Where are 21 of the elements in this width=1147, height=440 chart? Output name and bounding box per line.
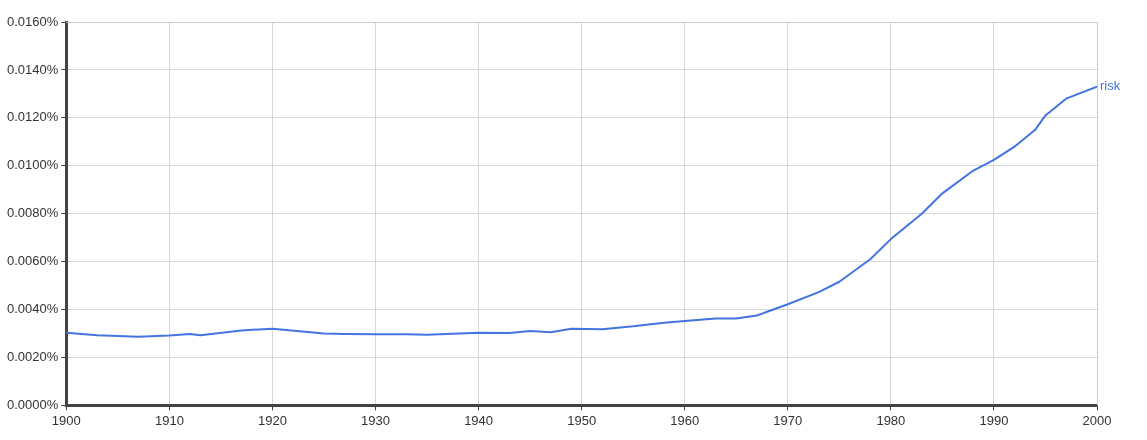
x-tick-label: 1990 bbox=[979, 412, 1009, 428]
y-tick-label: 0.0160% bbox=[6, 13, 59, 29]
x-tick-label: 1970 bbox=[773, 412, 803, 428]
y-tick-label: 0.0140% bbox=[6, 61, 59, 77]
y-tick-label: 0.0000% bbox=[6, 396, 59, 412]
x-tick-label: 2000 bbox=[1082, 412, 1112, 428]
y-tick-label: 0.0100% bbox=[6, 157, 59, 173]
y-tick-label: 0.0060% bbox=[6, 253, 59, 269]
series-label: risk bbox=[1100, 78, 1121, 94]
x-tick-label: 1930 bbox=[361, 412, 390, 428]
y-tick-label: 0.0080% bbox=[6, 205, 59, 221]
x-tick-label: 1950 bbox=[567, 412, 597, 428]
y-tick-label: 0.0120% bbox=[6, 109, 59, 125]
x-tick-label: 1910 bbox=[154, 412, 184, 428]
x-tick-label: 1920 bbox=[258, 412, 287, 428]
x-tick-label: 1980 bbox=[876, 412, 906, 428]
x-tick-label: 1900 bbox=[51, 412, 81, 428]
x-tick-label: 1940 bbox=[464, 412, 494, 428]
y-tick-label: 0.0020% bbox=[6, 349, 59, 365]
x-tick-label: 1960 bbox=[670, 412, 700, 428]
y-tick-label: 0.0040% bbox=[6, 301, 59, 317]
